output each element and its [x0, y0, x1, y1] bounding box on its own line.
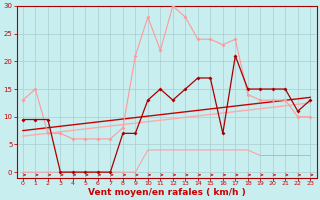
X-axis label: Vent moyen/en rafales ( km/h ): Vent moyen/en rafales ( km/h ) [88, 188, 245, 197]
